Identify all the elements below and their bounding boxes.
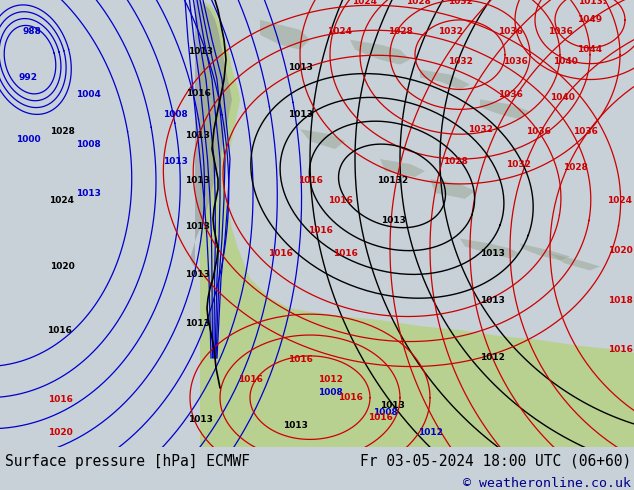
Text: 1013: 1013 bbox=[288, 63, 313, 72]
Text: 1018: 1018 bbox=[607, 296, 633, 305]
Text: 1016: 1016 bbox=[368, 413, 392, 422]
Text: 1013: 1013 bbox=[162, 156, 188, 166]
Text: 1032: 1032 bbox=[448, 0, 472, 6]
Text: 1012: 1012 bbox=[479, 353, 505, 363]
Text: 1016: 1016 bbox=[288, 355, 313, 365]
Polygon shape bbox=[480, 99, 530, 119]
Text: 1008: 1008 bbox=[163, 110, 188, 119]
Text: 1008: 1008 bbox=[75, 140, 100, 148]
Text: 1012: 1012 bbox=[318, 375, 342, 384]
Text: 1020: 1020 bbox=[607, 246, 632, 255]
Text: 1013₂: 1013₂ bbox=[578, 0, 607, 6]
Text: 1049: 1049 bbox=[578, 15, 602, 24]
Text: 1024: 1024 bbox=[49, 196, 75, 205]
Text: 1013: 1013 bbox=[479, 296, 505, 305]
Text: 1016: 1016 bbox=[333, 249, 358, 258]
Text: 1036: 1036 bbox=[498, 27, 522, 36]
Polygon shape bbox=[550, 253, 600, 270]
Text: 1013: 1013 bbox=[184, 318, 209, 328]
Text: 1016: 1016 bbox=[297, 176, 323, 185]
Text: 1036: 1036 bbox=[503, 57, 527, 66]
Text: 1036: 1036 bbox=[526, 127, 550, 136]
Text: 1013: 1013 bbox=[288, 110, 313, 119]
Text: 1013: 1013 bbox=[188, 47, 212, 56]
Text: 1008: 1008 bbox=[318, 388, 342, 397]
Polygon shape bbox=[420, 70, 470, 90]
Polygon shape bbox=[350, 40, 410, 65]
Text: 1040: 1040 bbox=[553, 57, 578, 66]
Text: 1028: 1028 bbox=[387, 27, 413, 36]
Text: 1024: 1024 bbox=[607, 196, 633, 205]
Text: 1016: 1016 bbox=[46, 325, 72, 335]
Text: 1028: 1028 bbox=[406, 0, 430, 6]
Text: 1016: 1016 bbox=[337, 393, 363, 402]
Text: 1013: 1013 bbox=[184, 222, 209, 231]
Text: 1016: 1016 bbox=[328, 196, 353, 205]
Text: 1013: 1013 bbox=[188, 415, 212, 424]
Text: 1016: 1016 bbox=[307, 226, 332, 235]
Text: 1036: 1036 bbox=[573, 127, 597, 136]
Text: 1000: 1000 bbox=[16, 135, 41, 144]
Text: 1028: 1028 bbox=[562, 163, 588, 172]
Text: 1004: 1004 bbox=[75, 90, 100, 99]
Text: 1012: 1012 bbox=[418, 428, 443, 437]
Text: 1013: 1013 bbox=[184, 131, 209, 140]
Text: © weatheronline.co.uk: © weatheronline.co.uk bbox=[463, 477, 631, 490]
Text: 1013: 1013 bbox=[283, 421, 307, 430]
Text: 1013: 1013 bbox=[75, 189, 100, 198]
Text: 1013: 1013 bbox=[184, 176, 209, 185]
Text: 1016: 1016 bbox=[268, 249, 292, 258]
Text: 1013: 1013 bbox=[380, 216, 405, 225]
Polygon shape bbox=[260, 20, 310, 49]
Polygon shape bbox=[190, 0, 232, 269]
Text: 988: 988 bbox=[23, 27, 41, 36]
Text: 1032: 1032 bbox=[448, 57, 472, 66]
Text: 1013: 1013 bbox=[479, 249, 505, 258]
Text: 1013: 1013 bbox=[380, 401, 404, 410]
Polygon shape bbox=[200, 0, 634, 447]
Text: 1044: 1044 bbox=[578, 45, 602, 54]
Text: 1028: 1028 bbox=[443, 156, 467, 166]
Text: 1032: 1032 bbox=[467, 125, 493, 134]
Polygon shape bbox=[380, 159, 425, 177]
Text: 1036: 1036 bbox=[548, 27, 573, 36]
Polygon shape bbox=[430, 179, 475, 199]
Text: 1032: 1032 bbox=[437, 27, 462, 36]
Text: 1024: 1024 bbox=[328, 27, 353, 36]
Polygon shape bbox=[460, 239, 520, 259]
Text: 1036: 1036 bbox=[498, 90, 522, 99]
Text: 1024: 1024 bbox=[353, 0, 377, 6]
Text: Surface pressure [hPa] ECMWF: Surface pressure [hPa] ECMWF bbox=[5, 454, 250, 468]
Text: 10132: 10132 bbox=[377, 176, 408, 185]
Text: 1008: 1008 bbox=[373, 408, 398, 417]
Text: 1032: 1032 bbox=[505, 160, 531, 169]
Text: 1016: 1016 bbox=[607, 345, 633, 354]
Polygon shape bbox=[300, 129, 345, 149]
Text: 1028: 1028 bbox=[49, 127, 74, 136]
Text: 1020: 1020 bbox=[49, 262, 74, 271]
Text: 1020: 1020 bbox=[48, 428, 72, 437]
Text: 1016: 1016 bbox=[48, 395, 72, 404]
Polygon shape bbox=[520, 244, 570, 261]
Text: 1016: 1016 bbox=[186, 89, 210, 98]
Text: 1040: 1040 bbox=[550, 93, 574, 102]
Text: 1016: 1016 bbox=[238, 375, 262, 384]
Text: 992: 992 bbox=[18, 73, 37, 82]
Text: 1013: 1013 bbox=[184, 270, 209, 279]
Text: Fr 03-05-2024 18:00 UTC (06+60): Fr 03-05-2024 18:00 UTC (06+60) bbox=[359, 454, 631, 468]
